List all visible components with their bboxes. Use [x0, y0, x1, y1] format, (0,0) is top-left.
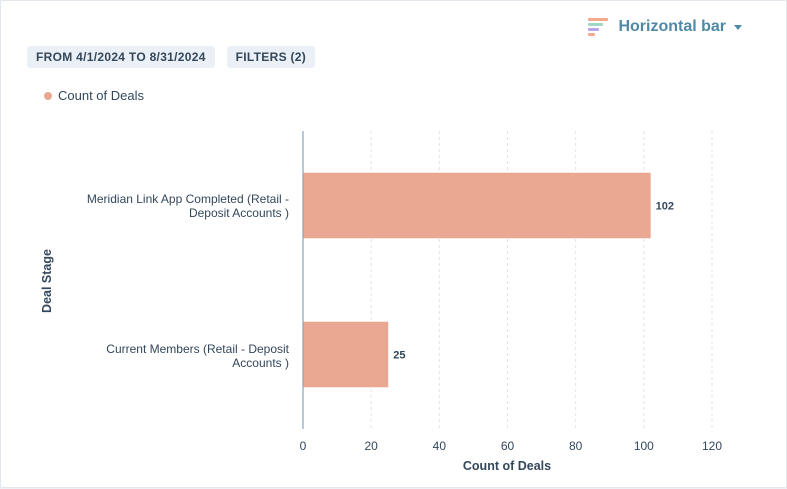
x-axis-title: Count of Deals — [463, 459, 551, 473]
date-range-chip[interactable]: FROM 4/1/2024 TO 8/31/2024 — [27, 46, 215, 68]
x-tick-label: 20 — [364, 439, 378, 453]
chevron-down-icon — [734, 24, 742, 30]
bar-1[interactable] — [303, 321, 389, 388]
chart-type-dropdown[interactable]: Horizontal bar — [588, 17, 742, 37]
y-axis-title: Deal Stage — [40, 249, 54, 313]
legend-label[interactable]: Count of Deals — [58, 88, 144, 103]
horizontal-bar-chart-icon — [588, 18, 609, 36]
category-label-1: Current Members (Retail - Deposit Accoun… — [106, 342, 289, 370]
legend-swatch — [44, 91, 52, 100]
chart-legend: Count of Deals — [44, 88, 144, 103]
x-tick-label: 40 — [433, 439, 447, 453]
chart-type-label: Horizontal bar — [618, 18, 726, 35]
bar-value-label-0: 102 — [656, 201, 674, 213]
x-tick-label: 0 — [300, 439, 307, 453]
filters-chip[interactable]: FILTERS (2) — [226, 46, 316, 68]
category-label-0: Meridian Link App Completed (Retail - De… — [86, 192, 289, 220]
x-tick-label: 60 — [501, 439, 515, 453]
filter-chips: FROM 4/1/2024 TO 8/31/2024 FILTERS (2) — [27, 46, 327, 68]
bar-value-label-1: 25 — [393, 350, 405, 362]
x-tick-label: 80 — [569, 439, 583, 453]
x-tick-label: 120 — [702, 439, 722, 453]
x-tick-label: 100 — [634, 439, 654, 453]
bar-0[interactable] — [303, 172, 651, 239]
